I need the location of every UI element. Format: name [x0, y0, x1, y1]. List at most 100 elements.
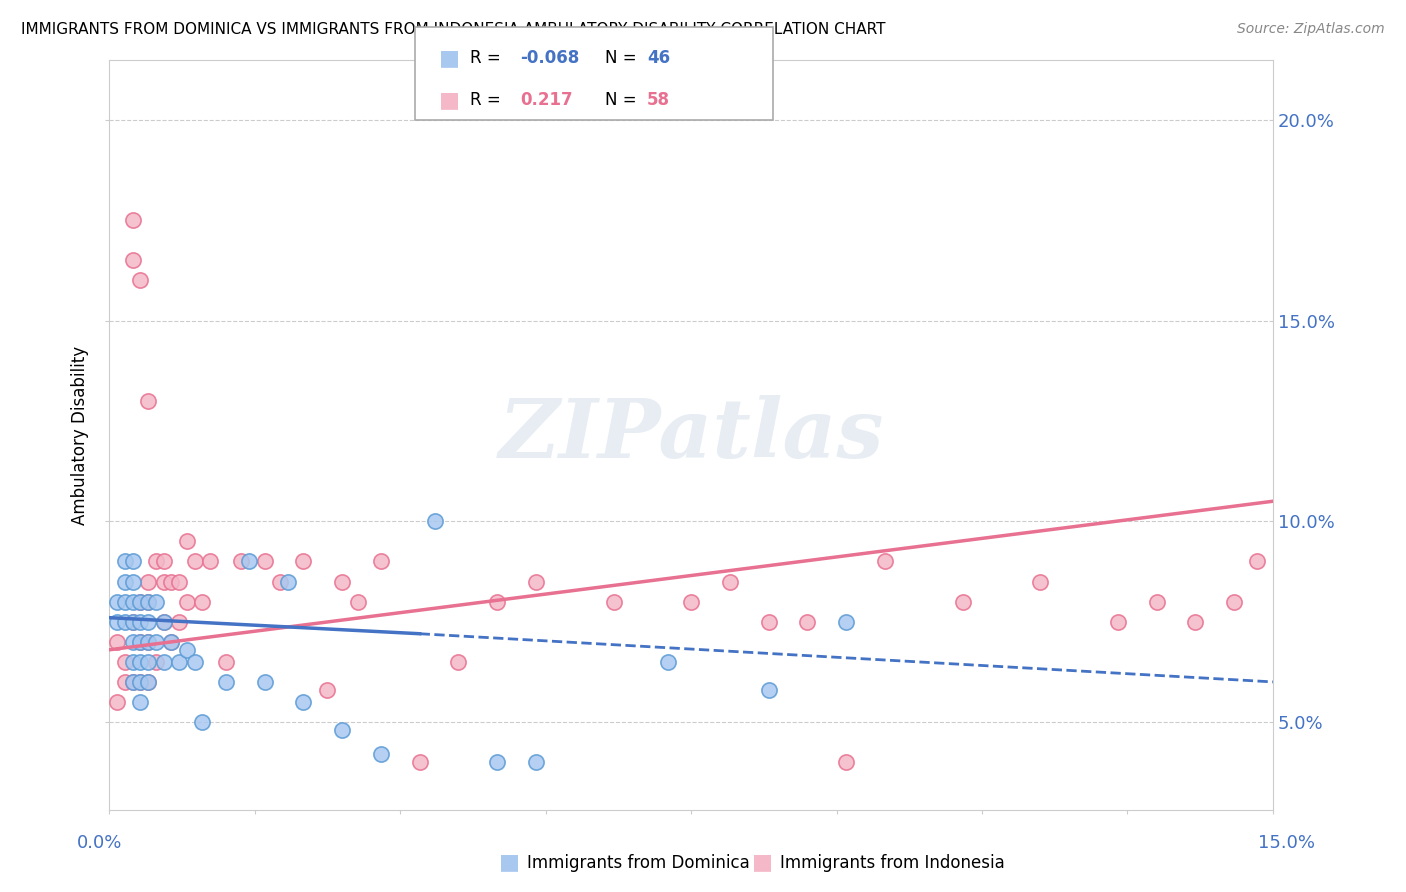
Point: [121, 674, 143, 689]
Point: [524, 574, 547, 589]
Point: [292, 554, 315, 568]
Point: [129, 594, 152, 608]
Y-axis label: Ambulatory Disability: Ambulatory Disability: [72, 345, 89, 524]
Point: [136, 655, 159, 669]
Point: [121, 554, 143, 568]
Point: [1223, 594, 1246, 608]
Point: [191, 594, 214, 608]
Point: [176, 642, 198, 657]
Point: [718, 574, 741, 589]
Point: [253, 674, 276, 689]
Point: [136, 594, 159, 608]
Text: ■: ■: [499, 853, 520, 872]
Point: [425, 514, 447, 528]
Point: [129, 695, 152, 709]
Point: [191, 714, 214, 729]
Point: [129, 273, 152, 287]
Text: ■: ■: [439, 48, 460, 68]
Point: [152, 615, 174, 629]
Text: 0.217: 0.217: [520, 91, 572, 109]
Point: [176, 534, 198, 549]
Text: 46: 46: [647, 49, 669, 67]
Text: Source: ZipAtlas.com: Source: ZipAtlas.com: [1237, 22, 1385, 37]
Point: [200, 554, 222, 568]
Point: [145, 655, 167, 669]
Point: [238, 554, 260, 568]
Point: [114, 594, 136, 608]
Point: [183, 655, 205, 669]
Point: [292, 695, 315, 709]
Point: [136, 594, 159, 608]
Point: [167, 574, 190, 589]
Point: [486, 594, 509, 608]
Point: [129, 615, 152, 629]
Point: [136, 615, 159, 629]
Point: [952, 594, 974, 608]
Text: 0.0%: 0.0%: [77, 834, 122, 852]
Point: [1107, 615, 1129, 629]
Text: ■: ■: [752, 853, 773, 872]
Point: [136, 393, 159, 408]
Point: [315, 682, 337, 697]
Point: [136, 634, 159, 648]
Point: [160, 634, 183, 648]
Point: [370, 747, 392, 761]
Point: [1146, 594, 1168, 608]
Point: [121, 574, 143, 589]
Point: [346, 594, 368, 608]
Point: [796, 615, 818, 629]
Text: -0.068: -0.068: [520, 49, 579, 67]
Point: [121, 253, 143, 268]
Point: [114, 615, 136, 629]
Point: [114, 655, 136, 669]
Point: [835, 615, 858, 629]
Point: [129, 594, 152, 608]
Point: [160, 574, 183, 589]
Point: [145, 634, 167, 648]
Point: [136, 574, 159, 589]
Point: [408, 756, 430, 770]
Text: IMMIGRANTS FROM DOMINICA VS IMMIGRANTS FROM INDONESIA AMBULATORY DISABILITY CORR: IMMIGRANTS FROM DOMINICA VS IMMIGRANTS F…: [21, 22, 886, 37]
Point: [152, 574, 174, 589]
Point: [215, 674, 238, 689]
Point: [167, 615, 190, 629]
Point: [121, 674, 143, 689]
Point: [145, 554, 167, 568]
Text: ZIPatlas: ZIPatlas: [498, 395, 884, 475]
Point: [602, 594, 624, 608]
Point: [121, 655, 143, 669]
Point: [114, 574, 136, 589]
Point: [152, 615, 174, 629]
Point: [160, 634, 183, 648]
Text: R =: R =: [470, 49, 506, 67]
Point: [105, 594, 128, 608]
Point: [657, 655, 679, 669]
Text: Immigrants from Dominica: Immigrants from Dominica: [527, 854, 749, 871]
Point: [121, 213, 143, 227]
Point: [1246, 554, 1268, 568]
Point: [121, 634, 143, 648]
Point: [129, 674, 152, 689]
Point: [114, 674, 136, 689]
Point: [121, 615, 143, 629]
Point: [370, 554, 392, 568]
Point: [145, 594, 167, 608]
Point: [105, 634, 128, 648]
Text: R =: R =: [470, 91, 510, 109]
Point: [183, 554, 205, 568]
Point: [758, 682, 780, 697]
Point: [152, 655, 174, 669]
Point: [129, 674, 152, 689]
Point: [253, 554, 276, 568]
Point: [105, 695, 128, 709]
Point: [330, 574, 353, 589]
Point: [121, 594, 143, 608]
Point: [486, 756, 509, 770]
Point: [269, 574, 291, 589]
Point: [873, 554, 896, 568]
Point: [215, 655, 238, 669]
Point: [447, 655, 470, 669]
Point: [1184, 615, 1206, 629]
Point: [129, 634, 152, 648]
Point: [330, 723, 353, 737]
